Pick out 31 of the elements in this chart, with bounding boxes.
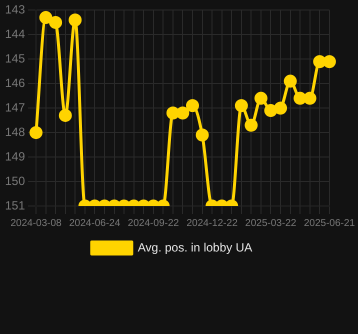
point (284, 74, 297, 88)
x-tick-label: 2025-06-21 (304, 218, 356, 229)
point (244, 118, 258, 132)
x-tick-label: 2024-06-24 (69, 218, 121, 229)
y-tick-label: 150 (4, 174, 26, 188)
x-tick-label: 2024-12-22 (186, 218, 238, 229)
y-tick-label: 149 (4, 149, 26, 164)
point (264, 104, 278, 118)
point (313, 55, 326, 68)
y-tick-label: 144 (4, 26, 26, 41)
point (234, 99, 248, 112)
x-tick-label: 2024-03-08 (10, 218, 62, 229)
y-tick-label: 146 (4, 76, 26, 90)
point (196, 128, 209, 142)
y-tick-label: 147 (4, 100, 26, 114)
point (186, 99, 200, 112)
point (166, 106, 180, 120)
point (303, 92, 316, 105)
x-tick-label: 2025-03-22 (245, 218, 297, 229)
point (294, 92, 307, 105)
y-tick-label: 145 (4, 51, 26, 66)
legend-label: Avg. pos. in lobby UA (138, 240, 252, 254)
point (254, 92, 268, 105)
point (322, 55, 336, 68)
point (274, 102, 288, 115)
y-tick-label: 143 (4, 2, 26, 17)
y-tick-label: 151 (4, 198, 26, 212)
x-tick-label: 2024-09-22 (128, 218, 180, 229)
y-tick-label: 148 (4, 124, 26, 139)
point (58, 108, 72, 122)
point (176, 106, 190, 120)
